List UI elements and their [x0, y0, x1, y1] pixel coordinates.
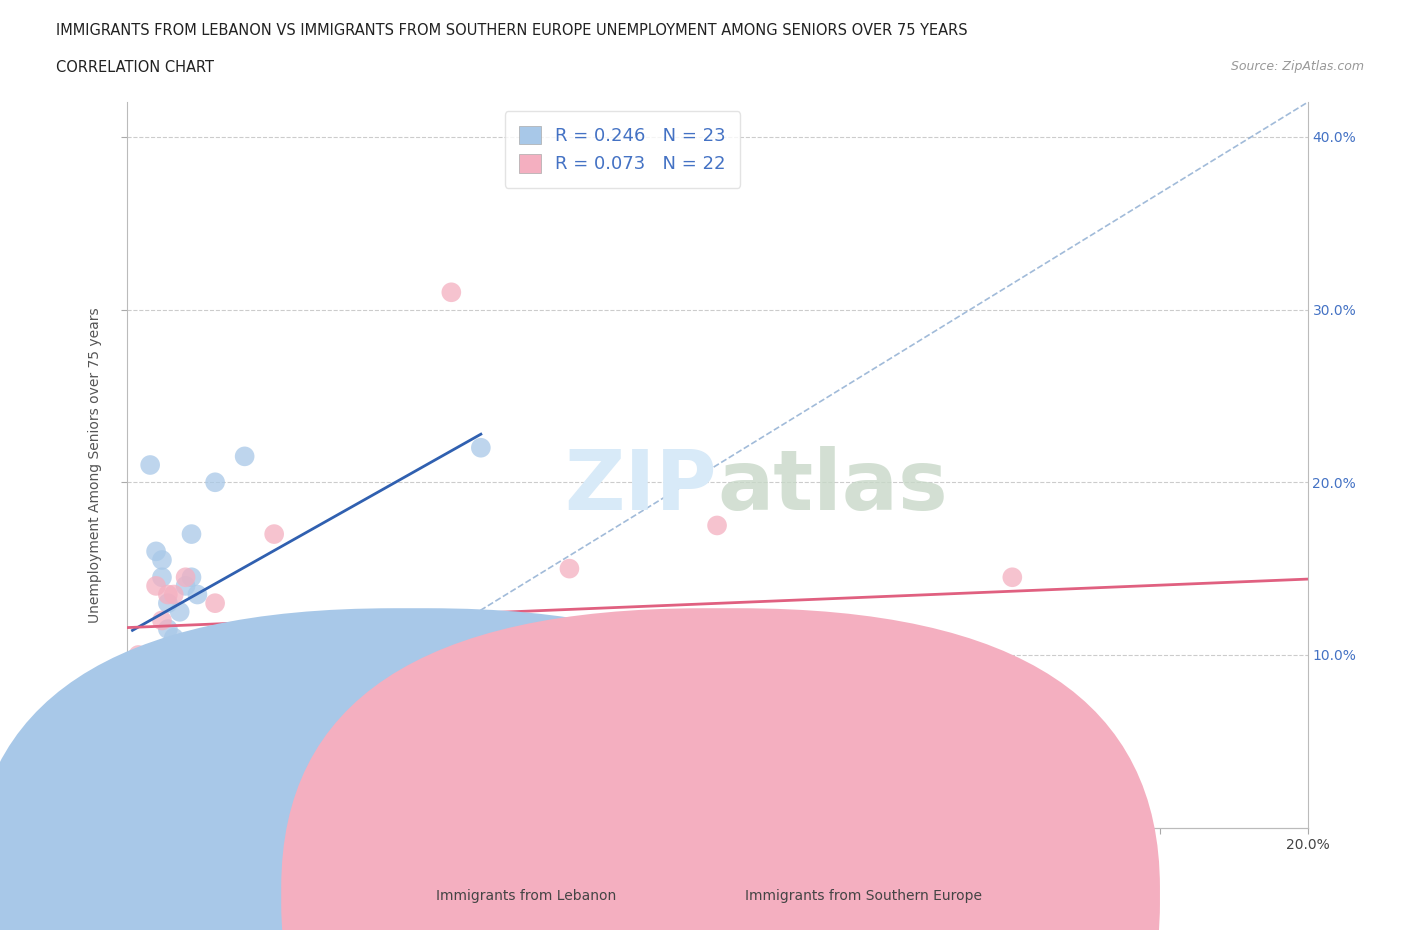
- Point: [193, 673, 215, 688]
- Point: [121, 725, 143, 740]
- Point: [263, 526, 285, 541]
- Text: CORRELATION CHART: CORRELATION CHART: [56, 60, 214, 75]
- Point: [204, 596, 226, 611]
- Point: [156, 587, 179, 602]
- Point: [470, 725, 492, 740]
- Point: [156, 596, 179, 611]
- Point: [163, 631, 186, 645]
- Point: [174, 657, 197, 671]
- Point: [233, 665, 256, 680]
- Point: [145, 657, 167, 671]
- Point: [186, 657, 208, 671]
- Point: [150, 613, 173, 628]
- Text: IMMIGRANTS FROM LEBANON VS IMMIGRANTS FROM SOUTHERN EUROPE UNEMPLOYMENT AMONG SE: IMMIGRANTS FROM LEBANON VS IMMIGRANTS FR…: [56, 23, 967, 38]
- Point: [440, 285, 463, 299]
- Point: [150, 570, 173, 585]
- Text: Immigrants from Lebanon: Immigrants from Lebanon: [436, 888, 616, 903]
- Point: [163, 673, 186, 688]
- Text: Immigrants from Southern Europe: Immigrants from Southern Europe: [745, 888, 983, 903]
- Point: [198, 673, 221, 688]
- Point: [853, 717, 876, 732]
- Point: [134, 673, 156, 688]
- Point: [145, 578, 167, 593]
- Point: [174, 578, 197, 593]
- Point: [180, 570, 202, 585]
- Point: [163, 587, 186, 602]
- Point: [145, 544, 167, 559]
- Point: [470, 440, 492, 455]
- Point: [322, 665, 344, 680]
- Point: [233, 449, 256, 464]
- Point: [1001, 570, 1024, 585]
- Text: atlas: atlas: [717, 446, 948, 527]
- Point: [127, 647, 149, 662]
- Point: [163, 639, 186, 654]
- Point: [706, 518, 728, 533]
- Point: [139, 458, 162, 472]
- Point: [156, 621, 179, 636]
- Point: [169, 647, 191, 662]
- Point: [186, 587, 208, 602]
- Y-axis label: Unemployment Among Seniors over 75 years: Unemployment Among Seniors over 75 years: [89, 307, 103, 623]
- Text: ZIP: ZIP: [565, 446, 717, 527]
- Point: [411, 673, 433, 688]
- Point: [145, 657, 167, 671]
- Point: [204, 475, 226, 490]
- Point: [352, 682, 374, 697]
- Point: [169, 604, 191, 619]
- Point: [263, 673, 285, 688]
- Legend: R = 0.246   N = 23, R = 0.073   N = 22: R = 0.246 N = 23, R = 0.073 N = 22: [505, 112, 741, 188]
- Point: [180, 526, 202, 541]
- Point: [558, 561, 581, 576]
- Text: Source: ZipAtlas.com: Source: ZipAtlas.com: [1230, 60, 1364, 73]
- Point: [150, 552, 173, 567]
- Point: [174, 570, 197, 585]
